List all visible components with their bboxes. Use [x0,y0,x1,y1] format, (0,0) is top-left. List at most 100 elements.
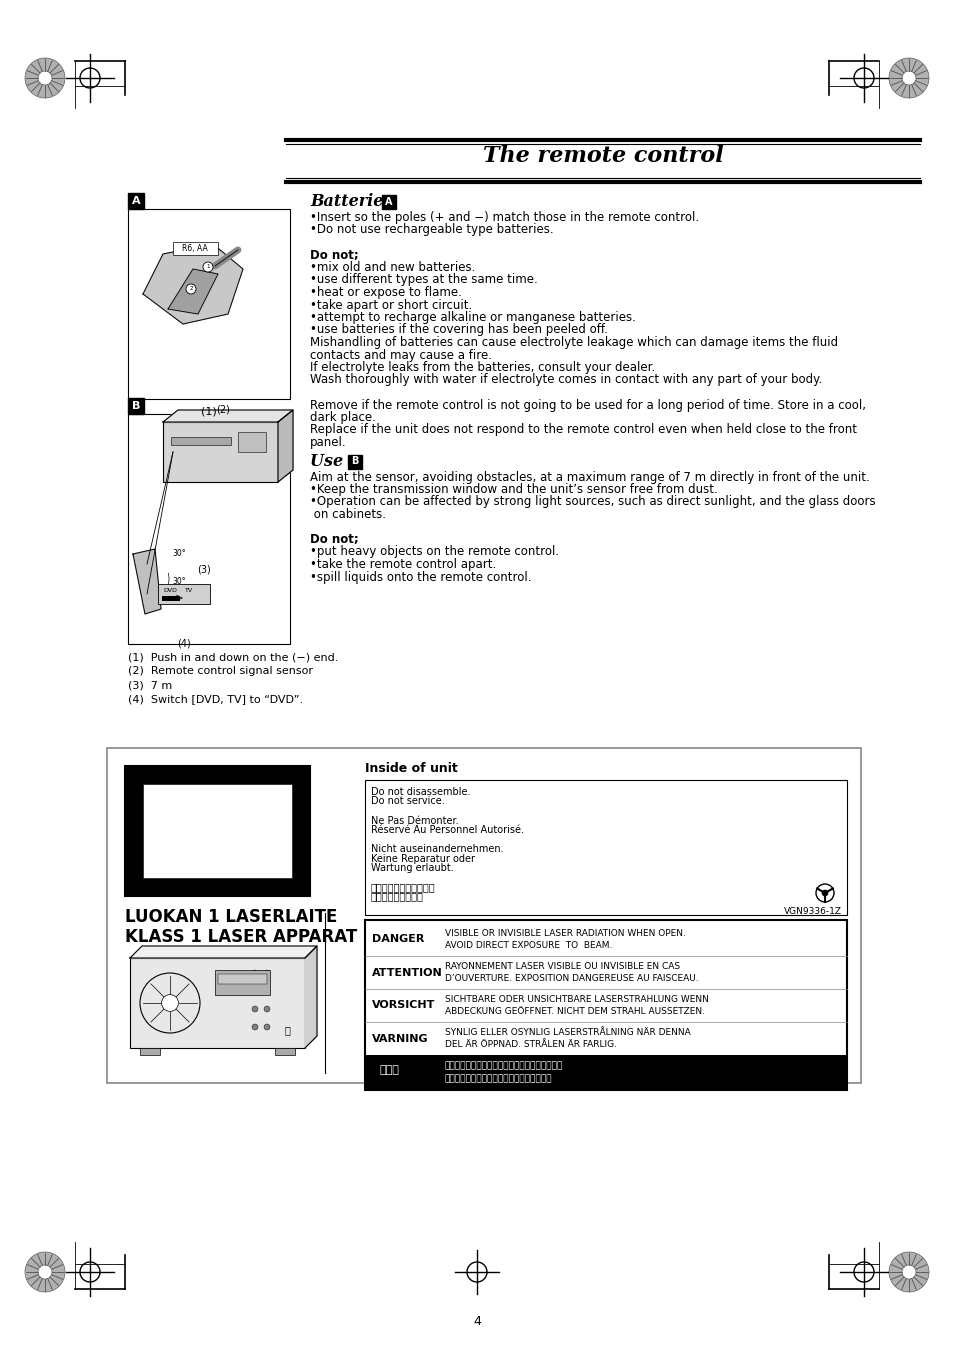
Circle shape [203,262,213,272]
Circle shape [901,72,915,85]
Text: •mix old and new batteries.: •mix old and new batteries. [310,261,475,274]
Text: on cabinets.: on cabinets. [310,508,386,521]
Circle shape [252,988,257,994]
Text: Réservé Au Personnel Autorisé.: Réservé Au Personnel Autorisé. [371,825,523,835]
Text: TV: TV [185,588,193,593]
Text: B: B [132,401,140,411]
Text: 30°: 30° [172,549,186,558]
Text: (2)  Remote control signal sensor: (2) Remote control signal sensor [128,666,313,676]
Text: LUOKAN 1 LASERLAITE: LUOKAN 1 LASERLAITE [125,908,337,925]
Polygon shape [305,946,316,1048]
Bar [107,748,861,1084]
Text: •Insert so the poles (+ and −) match those in the remote control.: •Insert so the poles (+ and −) match tho… [310,211,699,224]
Text: DVD: DVD [163,588,176,593]
Text: (3): (3) [196,563,211,574]
Text: Use: Use [310,453,349,470]
Text: SYNLIG ELLER OSYNLIG LASERSTRÅLNING NÄR DENNA
DEL ÄR ÖPPNAD. STRÅLEN ÄR FARLIG.: SYNLIG ELLER OSYNLIG LASERSTRÅLNING NÄR … [444,1028,690,1050]
Text: panel.: panel. [310,436,346,449]
Text: Aim at the sensor, avoiding obstacles, at a maximum range of 7 m directly in fro: Aim at the sensor, avoiding obstacles, a… [310,470,869,484]
Circle shape [888,58,928,99]
Text: VISIBLE OR INVISIBLE LASER RADIATION WHEN OPEN.
AVOID DIRECT EXPOSURE  TO  BEAM.: VISIBLE OR INVISIBLE LASER RADIATION WHE… [444,928,685,950]
Bar [381,195,395,209]
Text: •Keep the transmission window and the unit’s sensor free from dust.: •Keep the transmission window and the un… [310,484,717,496]
Text: The remote control: The remote control [482,145,722,168]
Bar [128,209,290,399]
Text: Remove if the remote control is not going to be used for a long period of time. : Remove if the remote control is not goin… [310,399,865,412]
Text: 1: 1 [206,265,210,269]
Text: (3)  7 m: (3) 7 m [128,680,172,690]
Text: (2): (2) [215,404,230,413]
Text: •take the remote control apart.: •take the remote control apart. [310,558,496,571]
Text: 保守してください。: 保守してください。 [371,892,423,901]
Bar [163,422,277,482]
Circle shape [25,58,65,99]
Text: ここを開くと可視・不可視レーザー光が出ます。: ここを開くと可視・不可視レーザー光が出ます。 [444,1061,562,1070]
Text: •spill liquids onto the remote control.: •spill liquids onto the remote control. [310,570,531,584]
Circle shape [186,284,195,295]
Text: •put heavy objects on the remote control.: •put heavy objects on the remote control… [310,546,558,558]
Bar [171,436,231,444]
Text: B: B [351,457,358,466]
Circle shape [821,890,827,896]
Text: (4)  Switch [DVD, TV] to “DVD”.: (4) Switch [DVD, TV] to “DVD”. [128,694,303,704]
Text: Do not;: Do not; [310,249,358,262]
Text: ATTENTION: ATTENTION [372,967,442,978]
Text: Ne Pas Démonter.: Ne Pas Démonter. [371,816,458,825]
Text: RAYONNEMENT LASER VISIBLE OU INVISIBLE EN CAS
D’OUVERTURE. EXPOSITION DANGEREUSE: RAYONNEMENT LASER VISIBLE OU INVISIBLE E… [444,962,698,984]
Bar [128,193,144,209]
Bar [214,970,270,994]
Bar [172,242,218,255]
Bar [140,1048,160,1055]
Circle shape [264,1024,270,1029]
Text: 30°: 30° [172,577,186,586]
Text: A: A [385,197,393,207]
Circle shape [264,1006,270,1012]
Text: Wartung erlaubt.: Wartung erlaubt. [371,863,454,873]
Text: If electrolyte leaks from the batteries, consult your dealer.: If electrolyte leaks from the batteries,… [310,361,655,374]
Text: SICHTBARE ODER UNSICHTBARE LASERSTRAHLUNG WENN
ABDECKUNG GEÖFFNET. NICHT DEM STR: SICHTBARE ODER UNSICHTBARE LASERSTRAHLUN… [444,994,708,1016]
Bar [130,958,305,1048]
Circle shape [264,970,270,975]
Circle shape [252,1024,257,1029]
Bar [128,413,290,644]
Text: A: A [132,196,140,205]
Text: contacts and may cause a fire.: contacts and may cause a fire. [310,349,492,362]
Text: 注　意: 注 意 [379,1066,399,1075]
Text: •take apart or short circuit.: •take apart or short circuit. [310,299,472,312]
Polygon shape [143,245,243,324]
Circle shape [888,1252,928,1292]
Bar [143,784,292,878]
Bar [128,399,144,413]
Text: (4): (4) [177,639,191,648]
Polygon shape [130,946,316,958]
Text: Do not;: Do not; [310,534,358,546]
Text: VGN9336-1Z: VGN9336-1Z [783,907,841,916]
Text: •Operation can be affected by strong light sources, such as direct sunlight, and: •Operation can be affected by strong lig… [310,496,875,508]
Polygon shape [132,549,161,613]
Text: •Do not use rechargeable type batteries.: •Do not use rechargeable type batteries. [310,223,553,236]
Text: 分解しないでください。: 分解しないでください。 [371,882,436,892]
Bar [348,454,361,469]
Text: 4: 4 [473,1315,480,1328]
Text: KLASS 1 LASER APPARAT: KLASS 1 LASER APPARAT [125,928,356,946]
Text: ビームを直視したり、触れないでください。: ビームを直視したり、触れないでください。 [444,1074,552,1084]
Polygon shape [277,409,293,482]
Polygon shape [168,269,218,313]
Bar [237,432,266,453]
Text: •use different types at the same time.: •use different types at the same time. [310,273,537,286]
Text: (1): (1) [201,407,216,417]
Text: •heat or expose to flame.: •heat or expose to flame. [310,286,461,299]
Text: Wash thoroughly with water if electrolyte comes in contact with any part of your: Wash thoroughly with water if electrolyt… [310,373,821,386]
Text: Replace if the unit does not respond to the remote control even when held close : Replace if the unit does not respond to … [310,423,856,436]
Bar [365,780,846,915]
Circle shape [25,1252,65,1292]
Bar [158,584,210,604]
Bar [125,766,310,896]
Bar [218,974,267,984]
Bar [366,1055,845,1089]
Text: Mishandling of batteries can cause electrolyte leakage which can damage items th: Mishandling of batteries can cause elect… [310,336,838,349]
Bar [274,1048,294,1055]
Text: Ⓟ: Ⓟ [284,1025,290,1035]
Text: •attempt to recharge alkaline or manganese batteries.: •attempt to recharge alkaline or mangane… [310,311,636,324]
Circle shape [161,994,178,1012]
